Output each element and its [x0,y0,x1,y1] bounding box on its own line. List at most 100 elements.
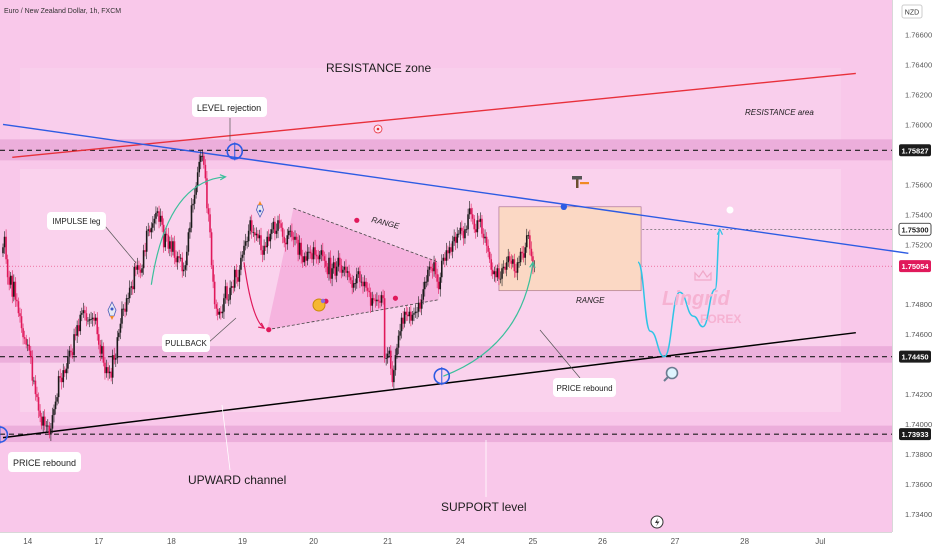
candle-body [419,302,421,309]
candle [266,231,268,254]
candle-body [73,334,75,356]
candle [436,268,438,289]
candle [493,266,496,282]
candle-body [362,281,364,287]
candle-body [402,317,404,324]
candle-body [184,265,187,270]
candle [65,363,68,380]
candle-body [179,257,182,259]
candle-body [314,247,316,255]
candle-body [223,298,225,312]
candle [173,235,176,265]
candle-body [301,256,304,263]
candle [161,211,163,233]
candle [60,372,63,390]
candle-body [16,299,18,302]
trendlines [2,72,909,439]
candle [309,245,312,259]
candle-body [258,235,261,239]
candle-body [312,247,315,260]
candle [159,208,162,227]
candle [25,334,27,349]
candle-body [360,281,363,283]
pink-dot-marker [354,217,360,223]
candle-body [291,230,293,237]
candle-body [113,355,116,360]
candle [301,249,304,268]
resistance-line [12,72,856,159]
candle-body [172,241,174,252]
candle [314,239,316,260]
candle [488,248,491,264]
candles [2,149,536,442]
candle [451,235,454,259]
candle-body [278,220,281,224]
candle [444,252,446,268]
candle [31,350,34,387]
candle [423,277,426,297]
candle [371,291,374,312]
candle-body [43,416,46,426]
candle [209,207,211,238]
candle-body [408,311,411,317]
candle-body [108,371,111,374]
candle [179,254,182,262]
currency-badge[interactable] [901,4,923,19]
coin-icon [312,298,326,312]
pullback-callout: PULLBACK [162,334,210,352]
candle [348,264,350,283]
candle [240,251,242,276]
candle-body [283,236,285,243]
candle-body [50,428,52,435]
candle [138,260,140,278]
candle-body [436,274,438,282]
candle-body [2,247,4,254]
magnifier-icon [663,366,679,382]
candle [281,222,284,244]
candle-body [145,230,148,252]
candle-body [48,425,51,435]
candle-body [377,299,380,302]
candle [17,297,20,317]
candle [74,326,77,341]
candle-body [178,256,180,258]
level-rejection-callout: LEVEL rejection [192,97,267,117]
candle-body [56,397,58,402]
candle [124,302,126,318]
candle [479,212,482,228]
candle-body [237,277,239,282]
candle-body [6,259,9,278]
candle [346,266,349,281]
candle [474,223,477,239]
time-tick-label: 20 [309,537,318,546]
price-label-badge [899,260,931,273]
candle [227,294,230,307]
candle [169,236,171,257]
candle-body [325,260,327,267]
candle-body [468,208,471,215]
rocket-icon [107,301,117,320]
candle-body [136,265,139,270]
candle [320,244,323,262]
candle [417,296,420,318]
price-tick-label: 1.73600 [905,480,932,489]
candle-body [8,277,10,285]
candle [204,159,207,185]
candle-body [274,221,276,234]
candle [54,395,57,415]
candle [198,154,201,177]
candle [224,279,227,304]
candle-body [130,286,133,288]
candle [294,230,296,246]
candle [308,247,310,260]
candle [84,305,86,321]
candle [250,214,253,239]
candle [283,229,285,248]
candle-body [410,311,412,321]
projection-path [637,228,721,358]
candle [439,272,442,297]
candle [3,231,6,254]
candle [113,347,116,365]
candle [340,258,343,279]
candle [8,270,10,291]
